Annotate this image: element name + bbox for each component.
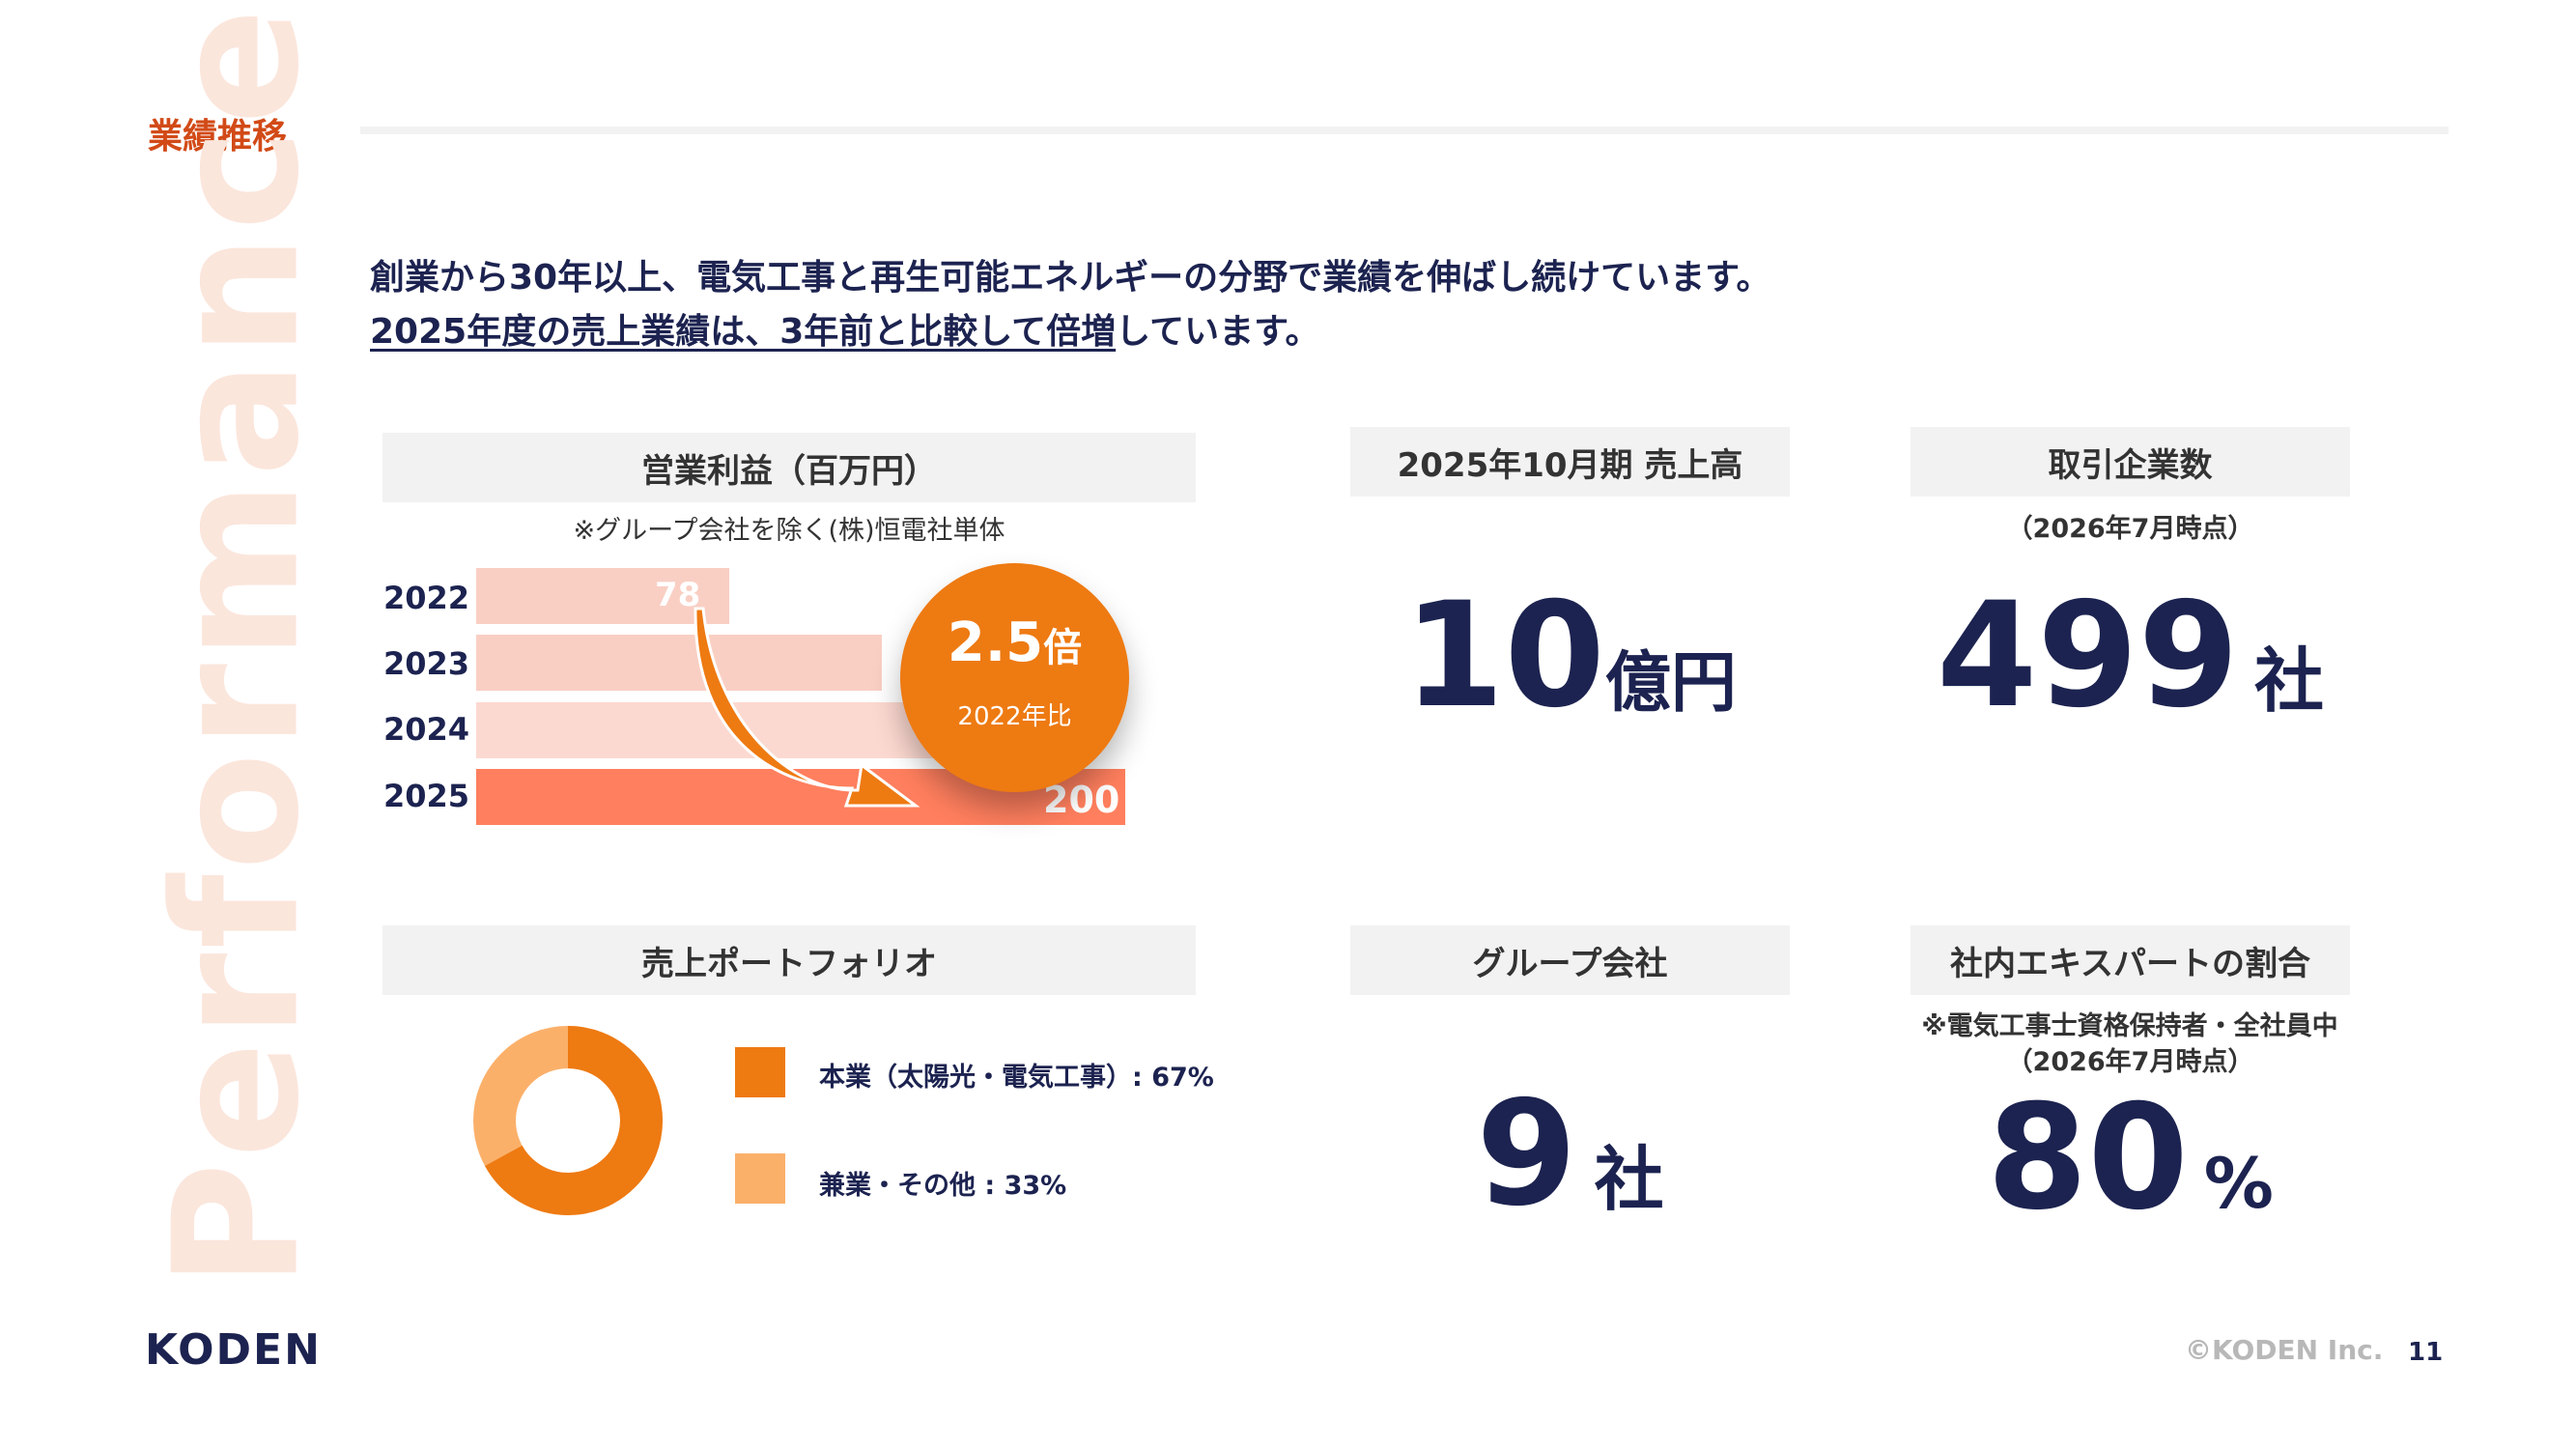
expert-panel-note-2: （2026年7月時点）	[2006, 1047, 2254, 1077]
profit-panel-title: 営業利益（百万円）	[382, 433, 1196, 502]
year-label-2024: 2024	[383, 711, 470, 748]
lead-highlight: 2025年度の売上業績は、3年前と比較して倍増	[370, 312, 1117, 352]
group-unit: 社	[1594, 1139, 1664, 1220]
section-title: 業績推移	[148, 117, 288, 156]
clients-value: 499 社	[1911, 572, 2350, 740]
legend-label-secondary: 兼業・その他 : 33%	[819, 1171, 1067, 1201]
profit-bar-2023	[476, 635, 882, 691]
revenue-value: 10億円	[1350, 572, 1790, 740]
year-label-2025: 2025	[383, 778, 470, 814]
expert-unit: %	[2203, 1143, 2274, 1224]
koden-logo: KODEN	[145, 1325, 322, 1375]
year-label-2022: 2022	[383, 580, 470, 616]
growth-badge-number: 2.5	[947, 611, 1044, 674]
growth-badge: 2.5倍 2022年比	[900, 563, 1129, 792]
profit-bar-label-2025: 200	[1043, 779, 1120, 821]
clients-number: 499	[1936, 572, 2240, 740]
expert-value: 80%	[1911, 1074, 2350, 1242]
profit-bar-label-2022: 78	[655, 576, 701, 614]
copyright: ©KODEN Inc.	[2185, 1334, 2384, 1366]
revenue-panel-title: 2025年10月期 売上高	[1350, 427, 1790, 497]
growth-badge-sub: 2022年比	[957, 702, 1072, 731]
portfolio-panel-title: 売上ポートフォリオ	[382, 925, 1196, 995]
lead-line-2: 2025年度の売上業績は、3年前と比較して倍増しています。	[370, 303, 1320, 354]
page-number: 11	[2408, 1338, 2444, 1367]
performance-watermark: Performance	[136, 4, 337, 1289]
profit-bar-2022	[476, 568, 729, 624]
expert-number: 80	[1987, 1074, 2189, 1242]
portfolio-donut	[473, 1026, 663, 1215]
legend-swatch-main	[735, 1047, 785, 1097]
growth-badge-value: 2.5倍	[900, 611, 1129, 674]
clients-panel-title: 取引企業数	[1911, 427, 2350, 497]
legend-swatch-secondary	[735, 1153, 785, 1204]
growth-badge-unit: 倍	[1043, 626, 1083, 670]
lead-line-2-rest: しています。	[1116, 312, 1320, 352]
lead-line-1: 創業から30年以上、電気工事と再生可能エネルギーの分野で業績を伸ばし続けています…	[370, 258, 1771, 298]
expert-panel-title: 社内エキスパートの割合	[1911, 925, 2350, 995]
group-number: 9	[1476, 1070, 1577, 1238]
clients-panel-note: （2026年7月時点）	[2006, 514, 2254, 544]
revenue-number: 10	[1403, 572, 1605, 740]
title-rule	[360, 127, 2449, 134]
clients-unit: 社	[2254, 640, 2325, 722]
profit-panel-note: ※グループ会社を除く(株)恒電社単体	[573, 516, 1005, 546]
year-label-2023: 2023	[383, 645, 470, 682]
legend-label-main: 本業（太陽光・電気工事）: 67%	[819, 1063, 1214, 1093]
expert-panel-note-1: ※電気工事士資格保持者・全社員中	[1921, 1011, 2338, 1041]
growth-arrow	[694, 607, 920, 808]
revenue-unit: 億円	[1604, 645, 1737, 722]
portfolio-slice-main	[473, 1026, 663, 1215]
group-panel-title: グループ会社	[1350, 925, 1790, 995]
